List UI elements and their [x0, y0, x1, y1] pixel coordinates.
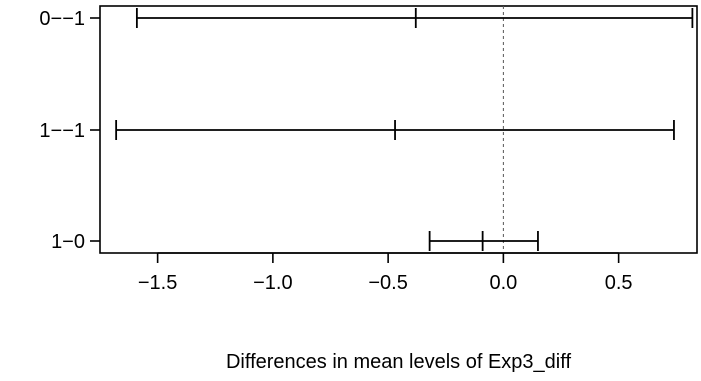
x-axis: −1.5 −1.0 −0.5 0.0 0.5: [138, 252, 633, 294]
y-axis: 0−−1 1−−1 1−0: [39, 8, 100, 253]
y-tick-label: 0−−1: [39, 8, 85, 30]
intervals-layer: [115, 8, 694, 251]
y-tick-label: 1−0: [51, 231, 85, 253]
interval-0: [135, 8, 694, 28]
y-tick-label: 1−−1: [39, 120, 85, 142]
interval-2: [428, 231, 539, 251]
x-tick-label: −1.5: [138, 272, 177, 294]
interval-1: [115, 120, 675, 140]
x-tick-label: 0.5: [605, 272, 633, 294]
x-tick-label: −1.0: [253, 272, 292, 294]
x-tick-label: 0.0: [489, 272, 517, 294]
x-axis-title: Differences in mean levels of Exp3_diff: [226, 351, 571, 373]
x-tick-label: −0.5: [368, 272, 407, 294]
